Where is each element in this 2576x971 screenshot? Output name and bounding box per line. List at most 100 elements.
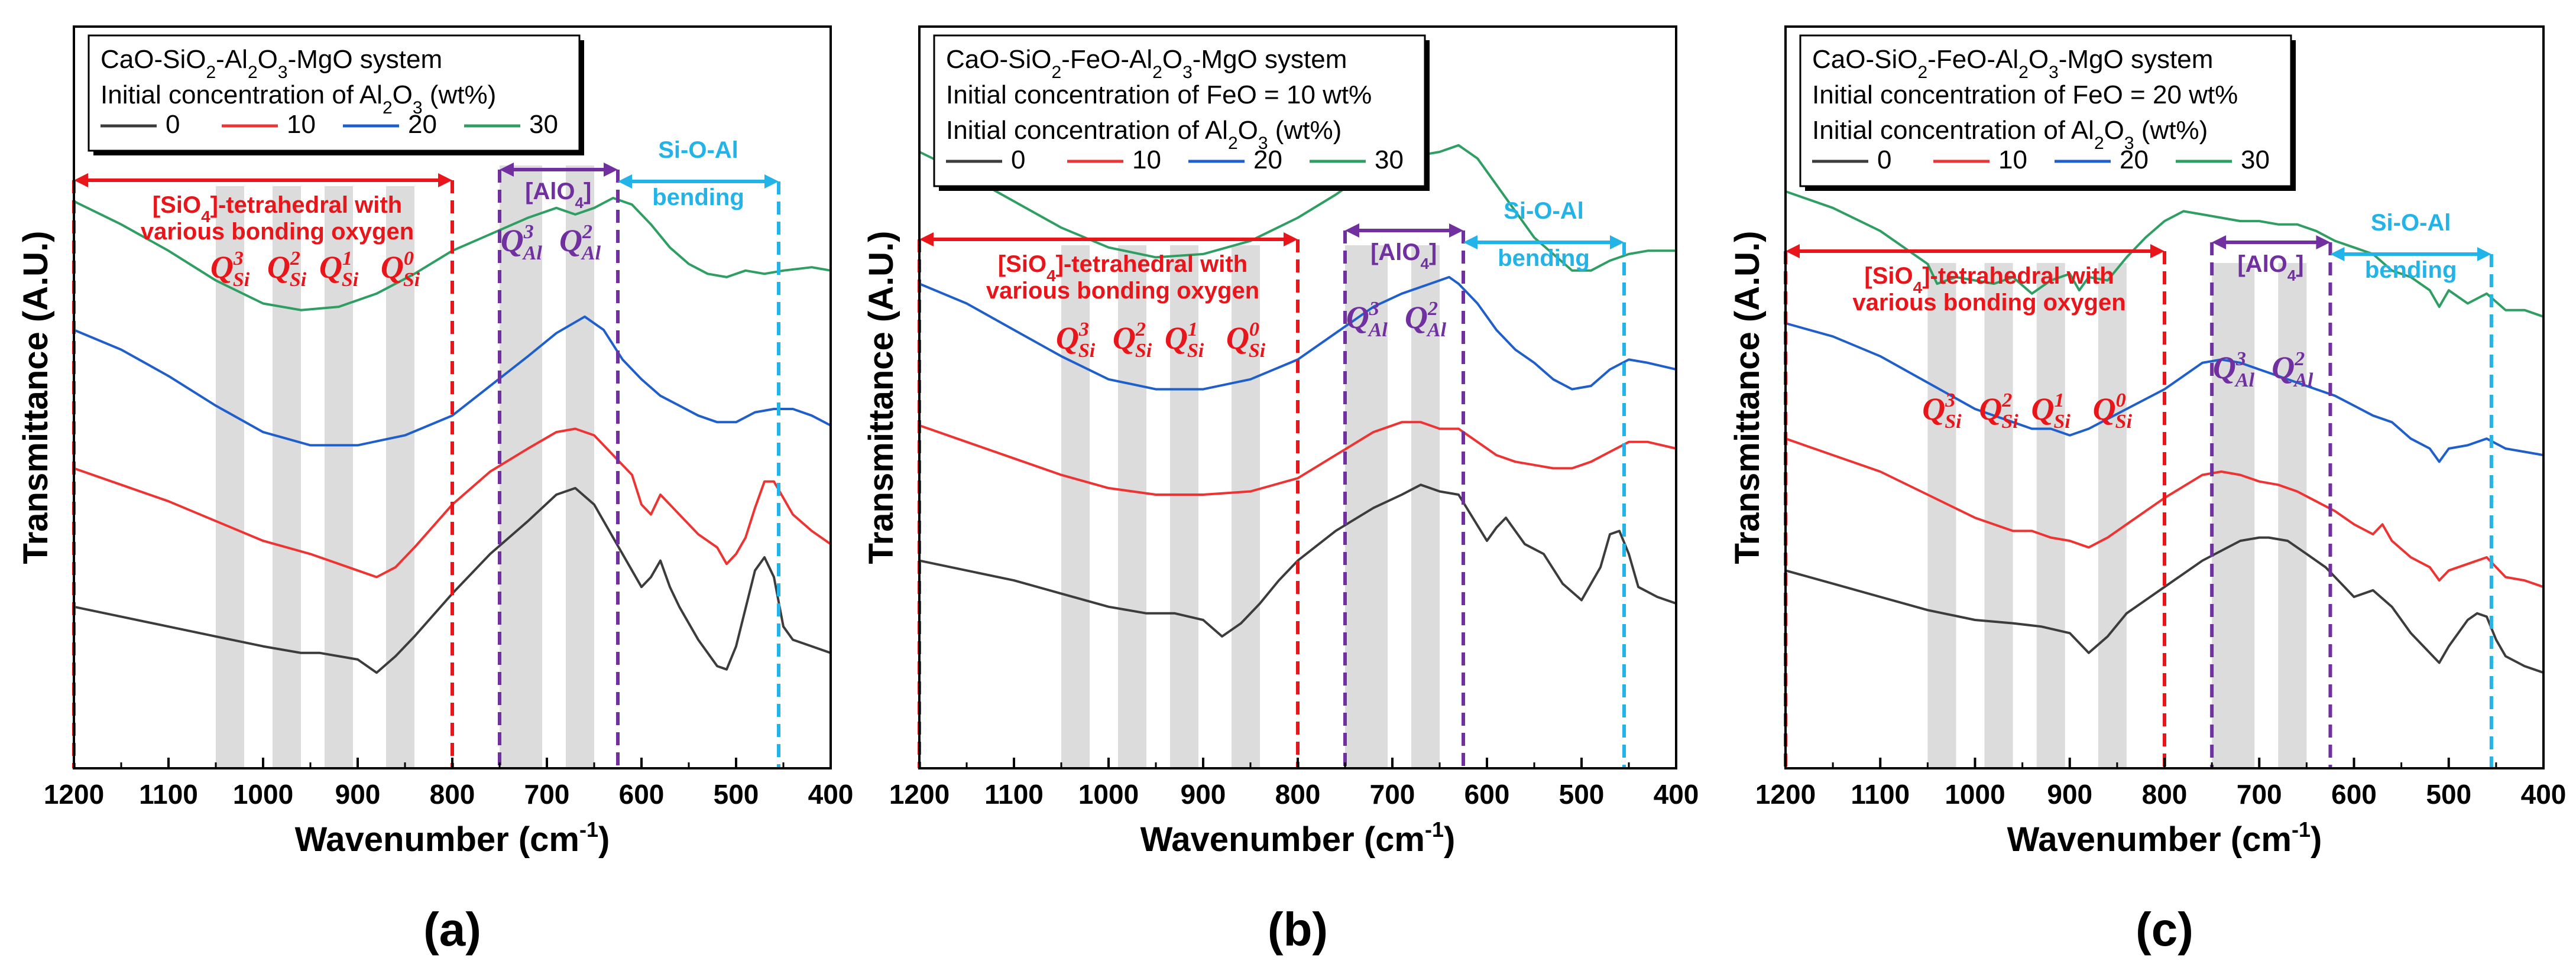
x-tick-label: 800 [1275, 779, 1321, 810]
alo4-label: [AlO4] [1370, 239, 1437, 272]
sio4-label-line1: [SiO4]-tetrahedral with [153, 192, 402, 226]
x-tick-label: 900 [335, 779, 381, 810]
x-tick-label: 1000 [233, 779, 293, 810]
q-si-3-label: Q3 Si [1922, 389, 1962, 433]
x-tick-label: 600 [2331, 779, 2377, 810]
sio4-arrow-head-right [438, 173, 452, 187]
legend-title: CaO-SiO2-FeO-Al2O3-MgO system [1812, 45, 2213, 82]
x-tick-label: 900 [2047, 779, 2092, 810]
band-3 [1232, 245, 1260, 768]
series-30-line [919, 144, 1676, 272]
x-tick-label: 400 [2521, 779, 2567, 810]
sio4-arrow-head-left [919, 232, 934, 246]
q-al-2-label: Q2 Al [1405, 298, 1447, 341]
band-2 [2036, 263, 2065, 768]
series-0-line [919, 483, 1677, 638]
legend-label-0: 0 [1877, 145, 1891, 174]
alo4-arrow-head-right [1449, 223, 1463, 238]
legend-label-0: 0 [166, 110, 180, 139]
band-1 [273, 186, 301, 768]
series-20-line [73, 315, 831, 447]
y-axis-title: Transmittance (A.U.) [862, 231, 900, 564]
band-5 [2278, 263, 2307, 768]
q-al-3-label: Q3 Al [2213, 348, 2255, 391]
x-tick-label: 1200 [44, 779, 104, 810]
q-si-2-label: Q2 Si [1113, 319, 1152, 362]
band-1 [1118, 245, 1146, 768]
legend-label-20: 20 [2120, 145, 2149, 174]
band-4 [500, 165, 542, 768]
sio4-arrow-head-left [74, 173, 88, 187]
q-si-2-label: Q2 Si [267, 248, 307, 291]
series-10-line [1785, 437, 2544, 589]
sioal-arrow-head-left [2330, 247, 2345, 261]
sio4-label-line2: various bonding oxygen [1852, 290, 2125, 316]
x-axis-title: Wavenumber (cm-1) [1140, 817, 1456, 859]
alo4-label: [AlO4] [2237, 251, 2303, 284]
sioal-arrow-head-left [618, 174, 632, 189]
alo4-arrow-head-right [604, 163, 618, 177]
band-5 [1411, 245, 1440, 768]
alo4-arrow-head-right [2316, 235, 2331, 249]
legend-label-0: 0 [1011, 145, 1025, 174]
sioal-label-line2: bending [1498, 245, 1590, 271]
q-si-0-label: Q0 Si [2093, 389, 2133, 433]
legend-subtitle-0: Initial concentration of FeO = 10 wt% [946, 80, 1372, 109]
legend-subtitle-0: Initial concentration of FeO = 20 wt% [1812, 80, 2238, 109]
alo4-label: [AlO4] [525, 178, 591, 212]
sioal-label-line1: Si-O-Al [1504, 198, 1584, 224]
q-si-3-label: Q3 Si [1056, 319, 1096, 362]
legend-title: CaO-SiO2-FeO-Al2O3-MgO system [946, 45, 1347, 82]
q-si-1-label: Q1 Si [2031, 389, 2071, 433]
band-3 [386, 186, 414, 768]
sioal-label-line2: bending [652, 184, 744, 210]
series-10-line [919, 421, 1677, 496]
q-al-2-label: Q2 Al [559, 221, 601, 264]
sioal-arrow-head-right [1610, 235, 1624, 249]
sioal-arrow-head-left [1463, 235, 1477, 249]
x-tick-label: 500 [1559, 779, 1605, 810]
x-tick-label: 1200 [889, 779, 950, 810]
x-tick-label: 900 [1181, 779, 1226, 810]
alo4-arrow-head-left [500, 163, 514, 177]
x-tick-label: 1100 [139, 779, 198, 810]
legend-title: CaO-SiO2-Al2O3-MgO system [101, 45, 442, 82]
band-3 [2098, 263, 2127, 768]
x-tick-label: 400 [1654, 779, 1699, 810]
sio4-arrow-head-left [1786, 244, 1800, 258]
x-tick-label: 700 [1370, 779, 1415, 810]
legend-box [88, 34, 581, 152]
x-tick-label: 1200 [1755, 779, 1816, 810]
alo4-arrow-head-left [1345, 223, 1359, 238]
panel-label: (c) [2136, 903, 2193, 956]
legend-subtitle-1: Initial concentration of Al2O3 (wt%) [946, 116, 1342, 153]
x-tick-label: 800 [430, 779, 475, 810]
series-30-line [73, 197, 831, 311]
series-0-line [1785, 536, 2544, 674]
legend-label-10: 10 [287, 110, 316, 139]
x-tick-label: 1100 [1851, 779, 1910, 810]
legend-label-30: 30 [529, 110, 558, 139]
band-2 [1170, 245, 1198, 768]
x-tick-label: 1000 [1945, 779, 2005, 810]
q-al-2-label: Q2 Al [2272, 348, 2313, 391]
x-tick-label: 500 [2426, 779, 2471, 810]
legend-label-10: 10 [1998, 145, 2027, 174]
x-tick-label: 800 [2142, 779, 2188, 810]
x-tick-label: 700 [524, 779, 570, 810]
y-axis-title: Transmittance (A.U.) [17, 231, 55, 564]
band-0 [1061, 245, 1090, 768]
band-2 [325, 186, 353, 768]
legend-subtitle-0: Initial concentration of Al2O3 (wt%) [101, 80, 496, 118]
legend-label-10: 10 [1132, 145, 1161, 174]
series-20-line [919, 275, 1677, 391]
q-si-1-label: Q1 Si [1165, 319, 1204, 362]
sio4-label-line1: [SiO4]-tetrahedral with [1864, 263, 2114, 297]
band-4 [2212, 263, 2255, 768]
sioal-arrow-head-right [764, 174, 779, 189]
x-tick-label: 1100 [984, 779, 1044, 810]
x-tick-label: 400 [808, 779, 854, 810]
